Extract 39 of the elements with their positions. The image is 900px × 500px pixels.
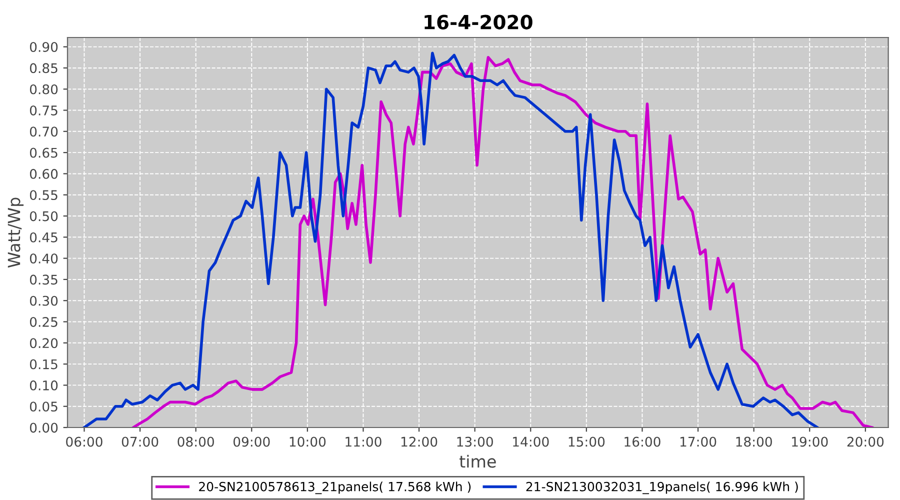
x-axis-title: time [460, 454, 496, 468]
x-tick-label: 20:00 [847, 436, 884, 447]
y-tick-label: 0.75 [30, 105, 58, 116]
x-tick-label: 16:00 [624, 436, 660, 447]
y-tick-label: 0.40 [30, 254, 58, 264]
y-tick-label: 0.30 [30, 296, 58, 306]
y-tick-label: 0.25 [30, 316, 58, 327]
legend-label: 20-SN2100578613_21panels( 17.568 kWh ) [199, 482, 471, 494]
y-tick-label: 0.70 [30, 126, 58, 137]
y-tick-label: 0.90 [30, 42, 58, 52]
x-tick-label: 13:00 [457, 436, 493, 447]
x-tick-label: 14:00 [513, 436, 549, 447]
x-tick-label: 07:00 [122, 436, 158, 447]
x-tick-label: 09:00 [233, 436, 270, 447]
y-tick-label: 0.35 [30, 274, 58, 285]
x-tick-label: 17:00 [680, 436, 716, 447]
x-tick-label: 06:00 [66, 436, 102, 447]
y-tick-label: 0.15 [30, 359, 58, 370]
x-tick-label: 10:00 [290, 436, 326, 447]
y-tick-label: 0.10 [30, 380, 58, 390]
x-tick-label: 19:00 [792, 436, 828, 447]
y-axis-title: Watt/Wp [8, 198, 24, 268]
x-tick-label: 18:00 [736, 436, 772, 447]
x-tick-label: 15:00 [568, 436, 605, 447]
y-tick-label: 0.65 [30, 148, 58, 158]
legend-label: 21-SN2130032031_19panels( 16.996 kWh ) [526, 482, 798, 494]
x-tick-label: 12:00 [401, 436, 438, 447]
x-tick-label: 08:00 [178, 436, 214, 447]
y-tick-label: 0.60 [30, 168, 58, 179]
y-tick-label: 0.00 [30, 422, 58, 433]
y-tick-label: 0.50 [30, 211, 58, 222]
y-tick-label: 0.45 [30, 232, 58, 242]
chart-title: 16-4-2020 [424, 14, 532, 30]
y-tick-label: 0.20 [30, 338, 58, 348]
y-tick-label: 0.55 [30, 190, 58, 200]
x-tick-label: 11:00 [346, 436, 382, 447]
y-tick-label: 0.85 [30, 63, 58, 74]
y-tick-label: 0.05 [30, 402, 58, 412]
y-tick-label: 0.80 [30, 84, 58, 94]
